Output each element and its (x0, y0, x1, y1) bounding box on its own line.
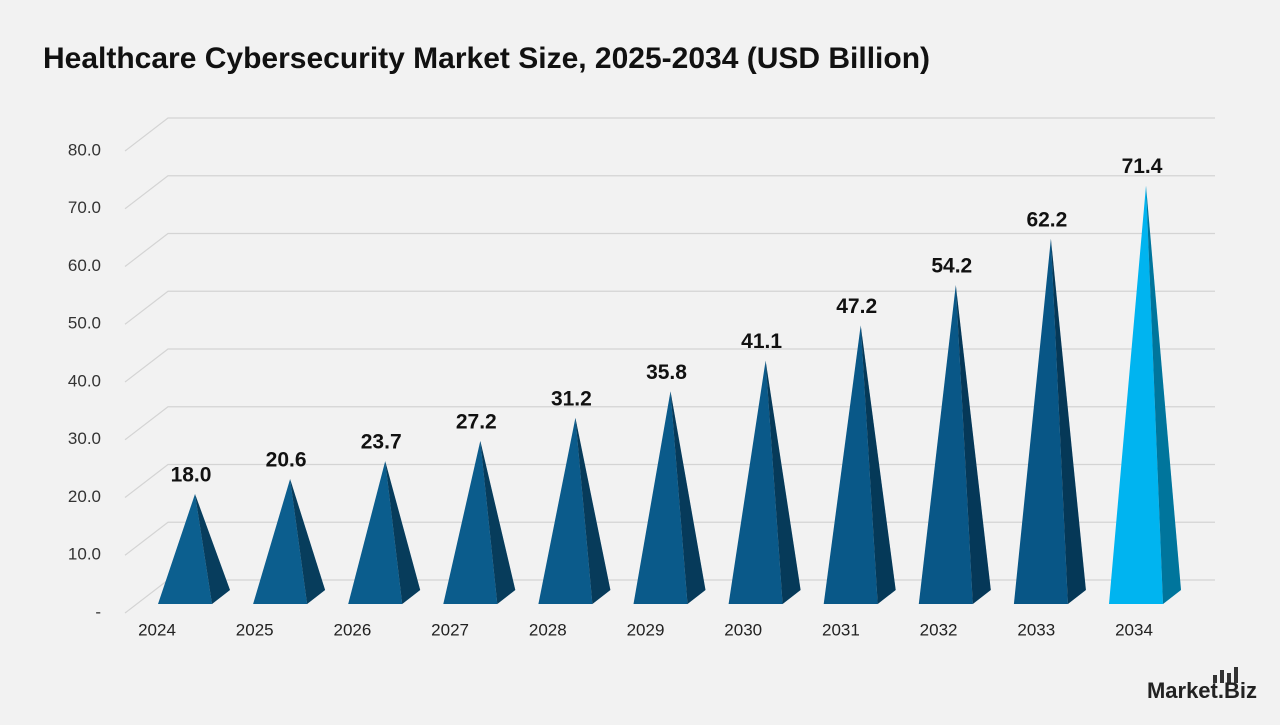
pyramid-shade (670, 391, 706, 604)
x-tick-label: 2034 (1115, 620, 1153, 639)
grid-line (124, 348, 1215, 383)
pyramid-side (1050, 238, 1086, 605)
pyramid-front (633, 391, 688, 604)
pyramid-side (290, 479, 326, 604)
value-label: 41.1 (741, 330, 782, 353)
pyramid (1109, 185, 1181, 605)
value-label: 47.2 (836, 295, 877, 318)
pyramid (823, 325, 896, 604)
pyramid (538, 417, 611, 604)
pyramid-side (480, 440, 516, 604)
pyramid-front (443, 440, 498, 604)
y-tick-label: 20.0 (68, 487, 101, 506)
logo-icon (1213, 667, 1238, 683)
pyramid-side (860, 325, 896, 604)
value-label: 18.0 (171, 464, 212, 487)
y-tick-label: - (95, 602, 101, 621)
grid-line (124, 232, 1215, 267)
y-tick-label: 40.0 (68, 371, 101, 390)
pyramid (918, 284, 991, 604)
x-tick-label: 2028 (529, 620, 567, 639)
pyramid-front (1013, 238, 1068, 605)
pyramid-front (538, 417, 593, 604)
grid-line (124, 117, 1215, 152)
pyramid (443, 440, 516, 604)
pyramid-front (158, 494, 212, 604)
pyramid-front (918, 284, 973, 604)
grid-line (124, 175, 1215, 210)
value-label: 62.2 (1026, 208, 1067, 231)
y-tick-label: 60.0 (68, 256, 101, 275)
y-tick-label: 80.0 (68, 140, 101, 159)
pyramid-front (348, 461, 403, 604)
pyramid-side (765, 360, 801, 604)
pyramid-shade (1146, 185, 1181, 605)
y-tick-label: 10.0 (68, 545, 101, 564)
pyramid-front (823, 325, 878, 604)
pyramid-front (1109, 185, 1163, 605)
x-tick-label: 2030 (724, 620, 762, 639)
value-label: 20.6 (266, 449, 307, 472)
pyramid (633, 391, 706, 604)
pyramid-side (385, 461, 421, 604)
pyramid-front (253, 479, 308, 604)
pyramid-side (955, 284, 991, 604)
grid-line (124, 290, 1215, 325)
x-tick-label: 2031 (822, 620, 860, 639)
pyramid-shade (195, 494, 230, 604)
pyramid (158, 494, 230, 604)
x-tick-label: 2032 (920, 620, 958, 639)
pyramid-side (670, 391, 706, 604)
value-label: 54.2 (931, 255, 972, 278)
pyramid-side (195, 494, 230, 604)
pyramid-shade (955, 284, 991, 604)
x-tick-label: 2029 (627, 620, 665, 639)
pyramid-side (1146, 185, 1181, 605)
pyramid-shade (765, 360, 801, 604)
pyramid-shade (290, 479, 326, 604)
pyramid (253, 479, 326, 604)
pyramid (1013, 238, 1086, 605)
value-label: 31.2 (551, 387, 592, 410)
pyramid-side (575, 417, 611, 604)
pyramid (348, 461, 421, 604)
value-label: 23.7 (361, 431, 402, 454)
pyramid-shade (1050, 238, 1086, 605)
pyramid-shade (385, 461, 421, 604)
value-label: 27.2 (456, 410, 497, 433)
x-tick-label: 2027 (431, 620, 469, 639)
pyramid-shade (480, 440, 516, 604)
x-tick-label: 2033 (1017, 620, 1055, 639)
x-tick-label: 2024 (138, 620, 176, 639)
pyramid-shade (860, 325, 896, 604)
pyramid-front (728, 360, 783, 604)
x-tick-label: 2026 (333, 620, 371, 639)
pyramid-shade (575, 417, 611, 604)
y-tick-label: 50.0 (68, 314, 101, 333)
logo: Market.Biz (1147, 678, 1257, 703)
y-tick-label: 70.0 (68, 198, 101, 217)
value-label: 35.8 (646, 361, 687, 384)
y-tick-label: 30.0 (68, 429, 101, 448)
x-tick-label: 2025 (236, 620, 274, 639)
value-label: 71.4 (1122, 155, 1163, 178)
pyramid (728, 360, 801, 604)
chart-title: Healthcare Cybersecurity Market Size, 20… (43, 42, 930, 75)
